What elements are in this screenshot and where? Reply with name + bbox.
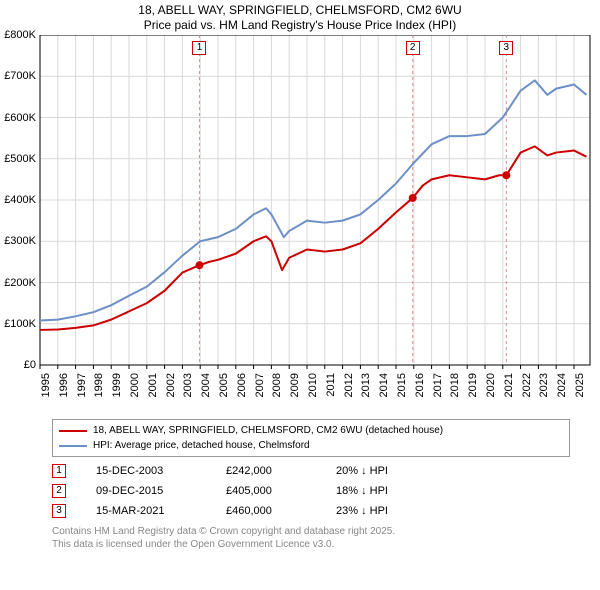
- events-table: 1 15-DEC-2003£242,00020% ↓ HPI 2 09-DEC-201…: [52, 461, 570, 521]
- x-tick-label: 2001: [147, 373, 159, 403]
- y-tick-label: £0: [0, 359, 36, 371]
- event-row: 3 15-MAR-2021£460,00023% ↓ HPI: [52, 501, 570, 521]
- legend-row: HPI: Average price, detached house, Chel…: [59, 438, 563, 453]
- legend-label: 18, ABELL WAY, SPRINGFIELD, CHELMSFORD, …: [93, 423, 443, 438]
- x-tick-label: 2019: [467, 373, 479, 403]
- x-tick-label: 2025: [574, 373, 586, 403]
- x-tick-label: 2021: [503, 373, 515, 403]
- event-marker-box: 2: [406, 41, 420, 55]
- event-price: £405,000: [226, 485, 336, 497]
- x-tick-label: 2009: [289, 373, 301, 403]
- x-tick-label: 2016: [414, 373, 426, 403]
- event-row: 2 09-DEC-2015£405,00018% ↓ HPI: [52, 481, 570, 501]
- x-tick-label: 2002: [165, 373, 177, 403]
- footnote-line-1: Contains HM Land Registry data © Crown c…: [52, 525, 570, 538]
- x-tick-label: 2006: [236, 373, 248, 403]
- event-marker: 2: [52, 484, 66, 498]
- x-tick-label: 2020: [485, 373, 497, 403]
- x-tick-label: 2000: [129, 373, 141, 403]
- x-tick-label: 2022: [521, 373, 533, 403]
- event-marker-box: 1: [192, 41, 206, 55]
- x-tick-label: 2024: [556, 373, 568, 403]
- x-tick-label: 2004: [200, 373, 212, 403]
- event-row: 1 15-DEC-2003£242,00020% ↓ HPI: [52, 461, 570, 481]
- x-tick-label: 2005: [218, 373, 230, 403]
- x-tick-label: 2011: [325, 373, 337, 403]
- legend-swatch: [59, 430, 87, 432]
- event-date: 15-MAR-2021: [96, 505, 226, 517]
- x-tick-label: 2014: [378, 373, 390, 403]
- chart-container: 18, ABELL WAY, SPRINGFIELD, CHELMSFORD, …: [0, 0, 600, 590]
- y-tick-label: £700K: [0, 70, 36, 82]
- x-tick-label: 1995: [40, 373, 52, 403]
- event-date: 09-DEC-2015: [96, 485, 226, 497]
- x-tick-label: 1997: [76, 373, 88, 403]
- x-tick-label: 1999: [111, 373, 123, 403]
- y-tick-label: £600K: [0, 112, 36, 124]
- y-tick-label: £300K: [0, 235, 36, 247]
- y-tick-label: £100K: [0, 318, 36, 330]
- event-diff: 18% ↓ HPI: [336, 485, 446, 497]
- event-date: 15-DEC-2003: [96, 465, 226, 477]
- x-tick-label: 1996: [58, 373, 70, 403]
- legend-label: HPI: Average price, detached house, Chel…: [93, 438, 310, 453]
- event-marker: 3: [52, 504, 66, 518]
- x-tick-label: 2017: [432, 373, 444, 403]
- chart-area: £0£100K£200K£300K£400K£500K£600K£700K£80…: [0, 35, 600, 415]
- legend-row: 18, ABELL WAY, SPRINGFIELD, CHELMSFORD, …: [59, 423, 563, 438]
- event-marker: 1: [52, 464, 66, 478]
- x-tick-label: 2023: [538, 373, 550, 403]
- event-price: £242,000: [226, 465, 336, 477]
- title-block: 18, ABELL WAY, SPRINGFIELD, CHELMSFORD, …: [0, 0, 600, 35]
- event-diff: 20% ↓ HPI: [336, 465, 446, 477]
- chart-svg: [0, 35, 600, 415]
- x-tick-label: 1998: [93, 373, 105, 403]
- event-diff: 23% ↓ HPI: [336, 505, 446, 517]
- y-tick-label: £200K: [0, 277, 36, 289]
- x-tick-label: 2015: [396, 373, 408, 403]
- event-price: £460,000: [226, 505, 336, 517]
- event-marker-box: 3: [499, 41, 513, 55]
- x-tick-label: 2012: [343, 373, 355, 403]
- x-tick-label: 2008: [271, 373, 283, 403]
- title-line-1: 18, ABELL WAY, SPRINGFIELD, CHELMSFORD, …: [0, 3, 600, 18]
- x-tick-label: 2010: [307, 373, 319, 403]
- x-tick-label: 2013: [360, 373, 372, 403]
- x-tick-label: 2007: [254, 373, 266, 403]
- y-tick-label: £400K: [0, 194, 36, 206]
- legend: 18, ABELL WAY, SPRINGFIELD, CHELMSFORD, …: [52, 419, 570, 457]
- x-tick-label: 2003: [182, 373, 194, 403]
- footnote: Contains HM Land Registry data © Crown c…: [52, 525, 570, 551]
- title-line-2: Price paid vs. HM Land Registry's House …: [0, 18, 600, 33]
- x-tick-label: 2018: [449, 373, 461, 403]
- footnote-line-2: This data is licensed under the Open Gov…: [52, 538, 570, 551]
- y-tick-label: £500K: [0, 153, 36, 165]
- legend-swatch: [59, 445, 87, 447]
- y-tick-label: £800K: [0, 29, 36, 41]
